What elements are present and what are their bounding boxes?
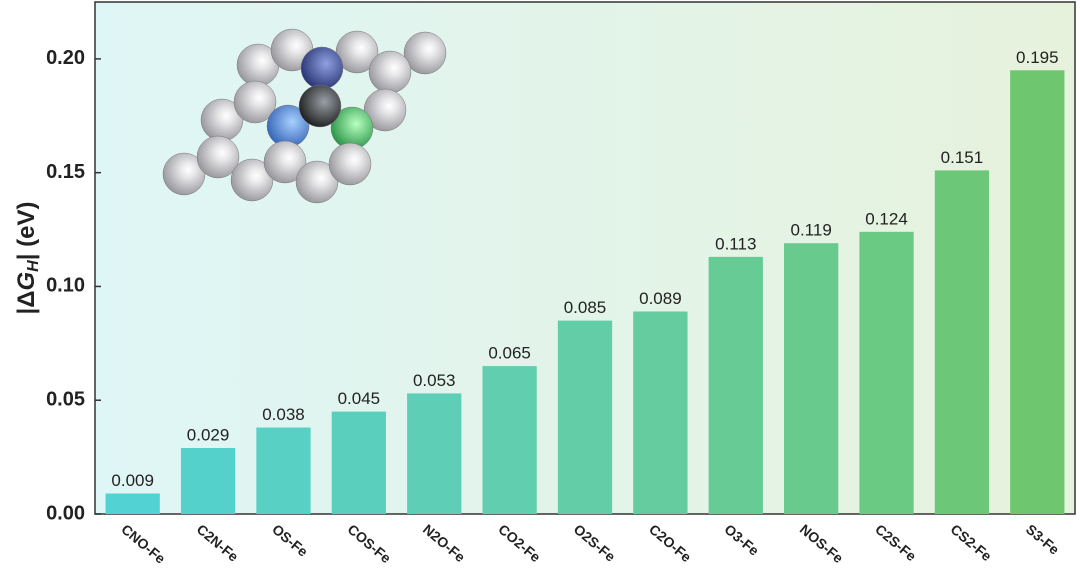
- x-tick-label: S3-Fe: [1023, 521, 1063, 558]
- bar: [482, 366, 537, 514]
- value-label: 0.053: [413, 371, 456, 390]
- value-label: 0.065: [488, 344, 531, 363]
- value-label: 0.085: [564, 298, 607, 317]
- bar: [708, 256, 763, 514]
- y-tick-label: 0.20: [46, 47, 85, 69]
- bar: [859, 231, 914, 514]
- value-label: 0.124: [865, 209, 908, 228]
- value-label: 0.119: [791, 221, 832, 240]
- value-label: 0.113: [715, 234, 756, 253]
- value-label: 0.029: [187, 425, 230, 444]
- x-tick-label: COS-Fe: [345, 521, 395, 566]
- x-tick-label: CO2-Fe: [495, 521, 544, 565]
- bar: [784, 243, 839, 514]
- bar: [256, 427, 311, 514]
- x-tick-label: O2S-Fe: [571, 521, 619, 565]
- value-label: 0.089: [639, 289, 682, 308]
- x-tick-label: C2O-Fe: [646, 521, 695, 565]
- bar: [180, 448, 236, 514]
- value-label: 0.045: [338, 389, 381, 408]
- bar: [557, 320, 613, 514]
- x-tick-label: C2S-Fe: [872, 521, 919, 564]
- x-tick-label: O3-Fe: [721, 521, 762, 559]
- molecule-illustration: [162, 28, 447, 204]
- x-tick-label: CS2-Fe: [948, 521, 995, 564]
- bar: [407, 393, 462, 514]
- bar: [633, 311, 688, 514]
- bar: [934, 170, 990, 514]
- y-label-main: G: [13, 272, 40, 291]
- y-tick-label: 0.05: [46, 389, 85, 411]
- y-tick-label: 0.00: [46, 502, 85, 524]
- bar: [1010, 70, 1065, 515]
- value-label: 0.009: [111, 471, 154, 490]
- x-tick-label: OS-Fe: [269, 521, 311, 560]
- y-axis-label: |ΔGH| (eV): [13, 202, 42, 315]
- bar: [105, 493, 160, 514]
- x-tick-label: N2O-Fe: [420, 521, 469, 565]
- y-label-prefix: |Δ: [13, 291, 40, 315]
- y-tick-label: 0.10: [46, 275, 85, 297]
- x-tick-label: C2N-Fe: [194, 521, 242, 565]
- y-tick-label: 0.15: [46, 161, 85, 183]
- value-label: 0.038: [262, 405, 305, 424]
- value-label: 0.151: [941, 148, 984, 167]
- y-label-sub: H: [25, 260, 42, 272]
- x-tick-label: NOS-Fe: [797, 521, 847, 566]
- y-label-suffix: | (eV): [13, 202, 40, 261]
- bar: [331, 411, 386, 514]
- x-tick-label: CNO-Fe: [118, 521, 168, 567]
- value-label: 0.195: [1016, 48, 1059, 67]
